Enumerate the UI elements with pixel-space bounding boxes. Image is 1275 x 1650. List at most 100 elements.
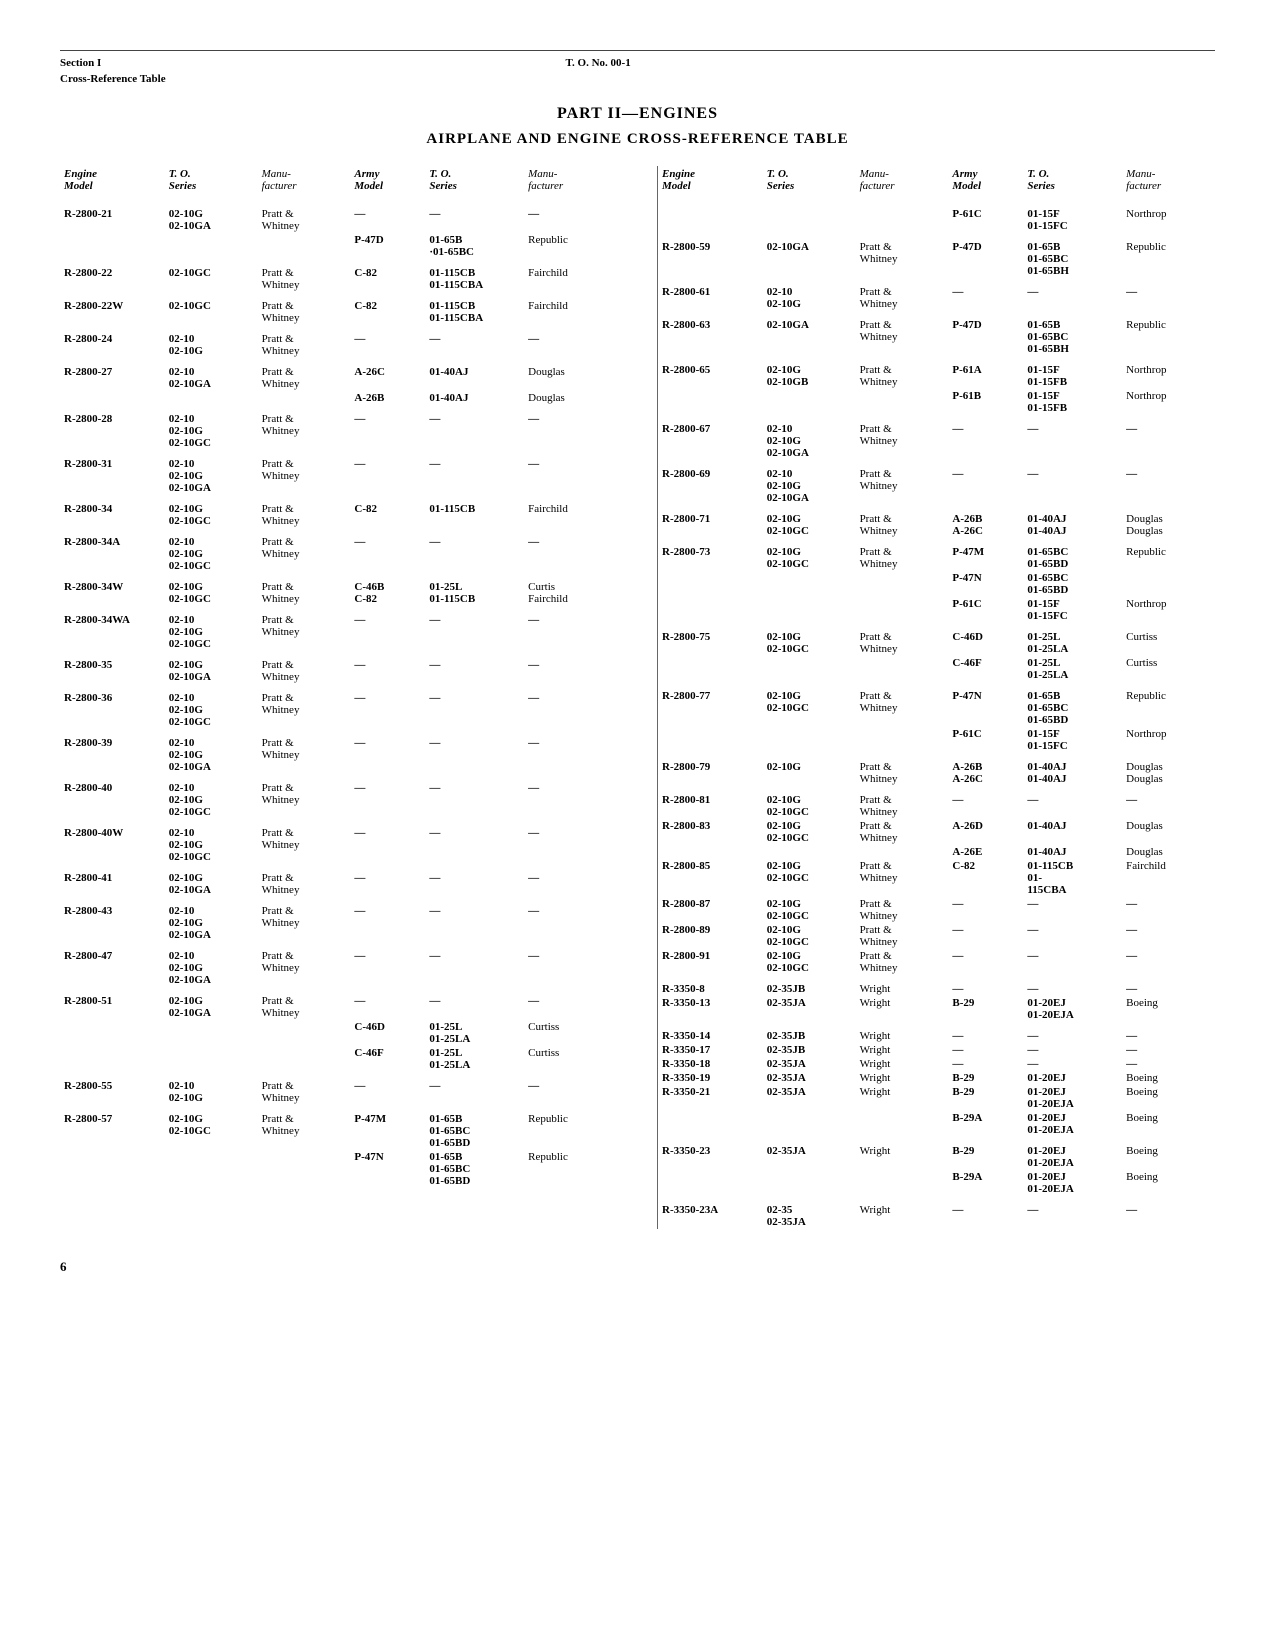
table-cell: R-2800-39: [60, 729, 165, 774]
table-cell: —: [948, 460, 1023, 505]
table-cell: —: [948, 1057, 1023, 1071]
table-cell: [60, 233, 165, 259]
table-cell: Fairchild: [524, 259, 617, 292]
table-cell: 02-10G 02-10GC: [763, 859, 856, 897]
table-cell: R-2800-77: [658, 682, 763, 727]
table-cell: [763, 597, 856, 623]
table-row: R-2800-34W02-10G 02-10GCPratt & WhitneyC…: [60, 573, 617, 606]
table-cell: P-61C: [948, 200, 1023, 233]
table-row: R-2800-6702-10 02-10G 02-10GAPratt & Whi…: [658, 415, 1215, 460]
table-cell: 02-10G 02-10GC: [763, 923, 856, 949]
table-cell: 02-10 02-10G 02-10GA: [165, 450, 258, 495]
table-cell: Pratt & Whitney: [258, 200, 351, 233]
table-cell: —: [1122, 1196, 1215, 1229]
table-row: R-2800-6902-10 02-10G 02-10GAPratt & Whi…: [658, 460, 1215, 505]
table-cell: 02-35JA: [763, 1071, 856, 1085]
table-cell: Pratt & Whitney: [856, 356, 949, 389]
table-row: R-2800-4002-10 02-10G 02-10GCPratt & Whi…: [60, 774, 617, 819]
table-cell: —: [948, 1196, 1023, 1229]
table-cell: Pratt & Whitney: [258, 864, 351, 897]
table-row: R-2800-5702-10G 02-10GCPratt & WhitneyP-…: [60, 1105, 617, 1150]
table-cell: R-2800-87: [658, 897, 763, 923]
table-cell: 02-10G 02-10GA: [165, 987, 258, 1020]
col-header-manu: Manu- facturer: [258, 166, 351, 200]
table-cell: 02-10 02-10G 02-10GC: [165, 528, 258, 573]
table-cell: R-3350-17: [658, 1043, 763, 1057]
table-cell: 01-25L 01-25LA: [1023, 623, 1122, 656]
table-cell: —: [425, 405, 524, 450]
table-cell: Douglas: [1122, 845, 1215, 859]
table-cell: [658, 597, 763, 623]
table-row: R-2800-22W02-10GCPratt & WhitneyC-8201-1…: [60, 292, 617, 325]
table-row: R-2800-3902-10 02-10G 02-10GAPratt & Whi…: [60, 729, 617, 774]
table-cell: B-29: [948, 1085, 1023, 1111]
table-cell: Northrop: [1122, 597, 1215, 623]
table-cell: [763, 1111, 856, 1137]
table-cell: 02-10G 02-10GC: [763, 949, 856, 975]
table-cell: 02-35JA: [763, 996, 856, 1022]
table-cell: Wright: [856, 1022, 949, 1043]
table-cell: —: [350, 651, 425, 684]
table-cell: C-46D: [948, 623, 1023, 656]
table-cell: R-2800-34WA: [60, 606, 165, 651]
table-cell: —: [350, 200, 425, 233]
table-cell: R-2800-41: [60, 864, 165, 897]
table-cell: —: [524, 528, 617, 573]
table-cell: Pratt & Whitney: [856, 233, 949, 278]
table-cell: 01-15F 01-15FB: [1023, 389, 1122, 415]
table-cell: 02-10G 02-10GA: [165, 864, 258, 897]
table-cell: Pratt & Whitney: [258, 774, 351, 819]
table-cell: [60, 1150, 165, 1188]
table-cell: 02-35JB: [763, 1043, 856, 1057]
table-cell: 01-15F 01-15FC: [1023, 597, 1122, 623]
table-cell: Curtiss: [524, 1046, 617, 1072]
table-cell: —: [948, 949, 1023, 975]
table-cell: R-3350-13: [658, 996, 763, 1022]
table-cell: R-2800-75: [658, 623, 763, 656]
table-cell: —: [425, 684, 524, 729]
table-row: R-3350-1402-35JBWright———: [658, 1022, 1215, 1043]
table-cell: Douglas: [524, 391, 617, 405]
table-cell: [658, 571, 763, 597]
table-cell: 01-25L 01-25LA: [425, 1020, 524, 1046]
col-header-toSeries: T. O. Series: [165, 166, 258, 200]
table-cell: 02-10 02-10G 02-10GA: [763, 460, 856, 505]
table-cell: Pratt & Whitney: [856, 682, 949, 727]
table-cell: 02-10 02-10G 02-10GC: [165, 774, 258, 819]
table-cell: [763, 656, 856, 682]
table-row: R-2800-7502-10G 02-10GCPratt & WhitneyC-…: [658, 623, 1215, 656]
table-cell: P-47N: [350, 1150, 425, 1188]
table-cell: —: [350, 774, 425, 819]
table-cell: R-2800-61: [658, 278, 763, 311]
table-row: P-61C01-15F 01-15FCNorthrop: [658, 200, 1215, 233]
table-cell: —: [1122, 415, 1215, 460]
table-row: R-2800-6502-10G 02-10GBPratt & WhitneyP-…: [658, 356, 1215, 389]
table-cell: —: [948, 1022, 1023, 1043]
table-cell: R-3350-8: [658, 975, 763, 996]
table-cell: R-2800-81: [658, 786, 763, 819]
table-cell: 01-40AJ: [1023, 845, 1122, 859]
table-row: R-3350-1302-35JAWrightB-2901-20EJ 01-20E…: [658, 996, 1215, 1022]
table-cell: Pratt & Whitney: [258, 450, 351, 495]
table-row: B-29A01-20EJ 01-20EJABoeing: [658, 1170, 1215, 1196]
table-cell: [658, 1111, 763, 1137]
col-header-engine: Engine Model: [60, 166, 165, 200]
table-cell: 02-35JB: [763, 1022, 856, 1043]
table-cell: Pratt & Whitney: [856, 859, 949, 897]
table-cell: Pratt & Whitney: [258, 819, 351, 864]
table-cell: P-47N: [948, 571, 1023, 597]
table-row: P-61C01-15F 01-15FCNorthrop: [658, 727, 1215, 753]
table-cell: P-47D: [948, 311, 1023, 356]
table-cell: Republic: [1122, 682, 1215, 727]
table-cell: C-46F: [350, 1046, 425, 1072]
table-cell: R-2800-59: [658, 233, 763, 278]
table-row: R-2800-4102-10G 02-10GAPratt & Whitney——…: [60, 864, 617, 897]
table-cell: 01-25L 01-115CB: [425, 573, 524, 606]
table-cell: [258, 1020, 351, 1046]
table-cell: [763, 727, 856, 753]
table-cell: [165, 1046, 258, 1072]
table-cell: B-29: [948, 1071, 1023, 1085]
table-row: R-3350-2102-35JAWrightB-2901-20EJ 01-20E…: [658, 1085, 1215, 1111]
table-cell: R-2800-22W: [60, 292, 165, 325]
table-cell: Northrop: [1122, 356, 1215, 389]
